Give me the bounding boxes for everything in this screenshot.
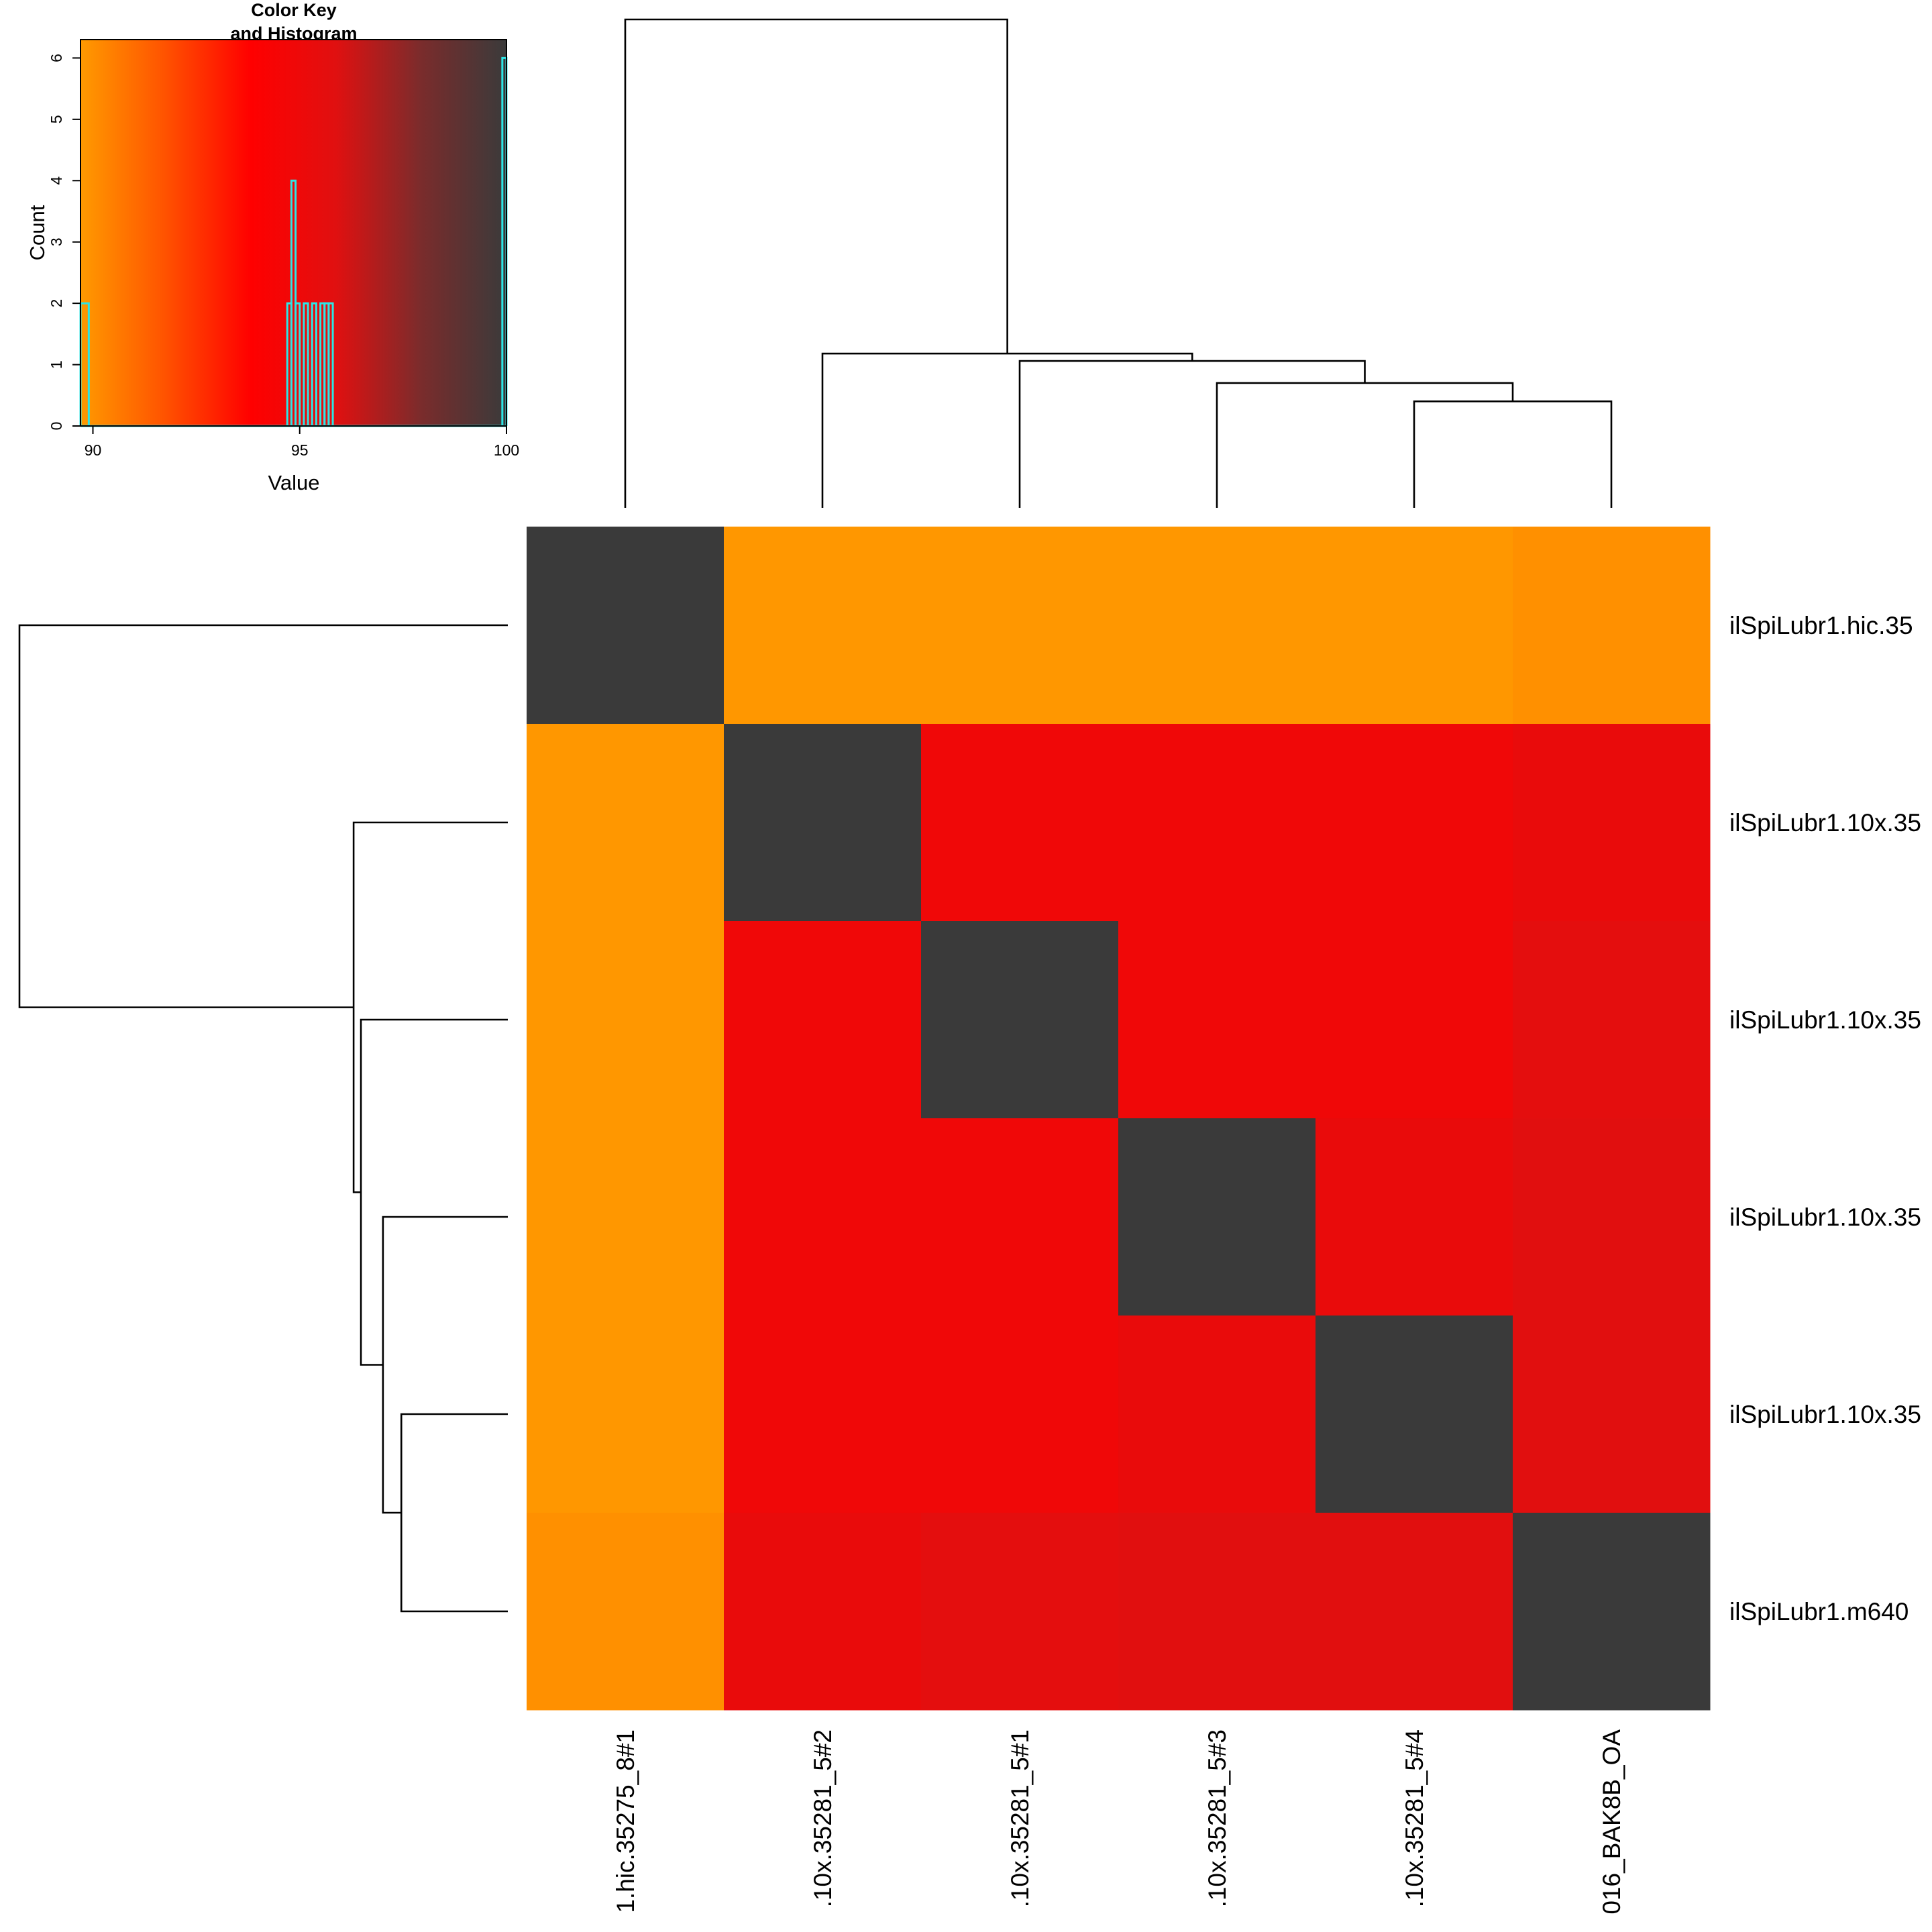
row-dendrogram-link-3 (360, 1018, 508, 1366)
histogram-bar-10 (327, 302, 334, 426)
y-tick-label: 4 (48, 176, 65, 185)
column-dendrogram-link-5 (624, 18, 1008, 508)
column-label-1: 1.hic.35275_8#1 (612, 1729, 639, 1913)
x-tick-label: 90 (85, 441, 102, 459)
heatmap-cell-r6-c2 (724, 1513, 922, 1711)
y-axis-title: Count (25, 205, 49, 260)
x-tick-label: 100 (494, 441, 519, 459)
heatmap-cell-r2-c4 (1118, 724, 1316, 922)
histogram-bar-7 (311, 302, 317, 426)
color-key-gradient (80, 40, 506, 426)
heatmap-cell-r5-c3 (921, 1316, 1119, 1513)
heatmap-cell-r5-c6 (1513, 1316, 1711, 1513)
y-tick-label: 1 (48, 360, 65, 369)
x-axis-title: Value (268, 471, 320, 494)
heatmap-cell-r3-c1 (527, 921, 724, 1119)
column-dendrogram (624, 18, 1613, 508)
color-key-title-line1: Color Key (251, 0, 337, 20)
heatmap-cell-r4-c2 (724, 1118, 922, 1316)
heatmap-cell-r4-c1 (527, 1118, 724, 1316)
row-label-6: ilSpiLubr1.m640 (1729, 1598, 1909, 1625)
row-label-5: ilSpiLubr1.10x.35 (1729, 1401, 1921, 1428)
row-dendrogram-link-1 (400, 1413, 508, 1613)
column-label-5: .10x.35281_5#4 (1401, 1729, 1428, 1907)
heatmap-cell-r6-c4 (1118, 1513, 1316, 1711)
column-label-2: .10x.35281_5#2 (809, 1729, 837, 1907)
heatmap-cell-r2-c2 (724, 724, 922, 922)
heatmap-cell-r1-c1 (527, 527, 724, 724)
color-key-y-ticks: 0 1 2 3 4 5 6 (48, 54, 81, 431)
histogram-bar-5 (303, 302, 309, 426)
heatmap-cell-r6-c1 (527, 1513, 724, 1711)
heatmap-cell-r2-c5 (1316, 724, 1513, 922)
color-key-x-ticks: 90 95 100 (85, 425, 519, 459)
x-tick-label: 95 (291, 441, 309, 459)
heatmap-cell-r6-c3 (921, 1513, 1119, 1711)
column-dendrogram-link-4 (821, 352, 1193, 508)
row-dendrogram-link-5 (18, 624, 508, 1008)
heatmap-cell-r5-c5 (1316, 1316, 1513, 1513)
heatmap-cell-r4-c5 (1316, 1118, 1513, 1316)
heatmap-cell-r1-c4 (1118, 527, 1316, 724)
row-label-2: ilSpiLubr1.10x.35 (1729, 809, 1921, 837)
heatmap-cell-r1-c2 (724, 527, 922, 724)
y-tick-label: 3 (48, 237, 65, 246)
column-labels: 1.hic.35275_8#1 .10x.35281_5#2 .10x.35281_… (612, 1729, 1625, 1915)
row-dendrogram-link-2 (382, 1216, 508, 1514)
heatmap-cells (527, 527, 1711, 1711)
column-dendrogram-link-3 (1018, 360, 1366, 508)
heatmap-cell-r2-c1 (527, 724, 724, 922)
heatmap-cell-r1-c6 (1513, 527, 1711, 724)
heatmap-cell-r3-c6 (1513, 921, 1711, 1119)
row-dendrogram (18, 624, 508, 1613)
histogram-bar-3 (294, 302, 301, 426)
row-dendrogram-link-4 (352, 821, 508, 1193)
heatmap-cell-r3-c5 (1316, 921, 1513, 1119)
heatmap-cell-r2-c3 (921, 724, 1119, 922)
heatmap-cell-r1-c5 (1316, 527, 1513, 724)
heatmap-cell-r6-c5 (1316, 1513, 1513, 1711)
y-tick-label: 6 (48, 54, 65, 62)
heatmap-cell-r3-c2 (724, 921, 922, 1119)
row-label-4: ilSpiLubr1.10x.35 (1729, 1203, 1921, 1231)
y-tick-label: 2 (48, 299, 65, 308)
row-label-1: ilSpiLubr1.hic.35 (1729, 612, 1913, 639)
row-label-3: ilSpiLubr1.10x.35 (1729, 1006, 1921, 1034)
heatmap-cell-r1-c3 (921, 527, 1119, 724)
heatmap-cell-r4-c3 (921, 1118, 1119, 1316)
column-label-6: 016_BAK8B_OA (1598, 1729, 1625, 1915)
heatmap-cell-r5-c1 (527, 1316, 724, 1513)
color-key: Color Key and Histogram 90 95 100 0123456 … (25, 0, 519, 494)
heatmap-cell-r4-c6 (1513, 1118, 1711, 1316)
heatmap-cell-r6-c6 (1513, 1513, 1711, 1711)
column-dendrogram-link-1 (1413, 400, 1613, 508)
heatmap-cell-r5-c2 (724, 1316, 922, 1513)
column-dendrogram-link-2 (1216, 382, 1514, 508)
y-tick-label: 0 (48, 422, 65, 431)
y-tick-label: 5 (48, 115, 65, 123)
row-labels: ilSpiLubr1.hic.35 ilSpiLubr1.10x.35 ilSpiL… (1729, 612, 1921, 1625)
column-label-3: .10x.35281_5#1 (1006, 1729, 1034, 1907)
column-label-4: .10x.35281_5#3 (1203, 1729, 1231, 1907)
heatmap-cell-r3-c4 (1118, 921, 1316, 1119)
heatmap-cell-r4-c4 (1118, 1118, 1316, 1316)
heatmap-cell-r2-c6 (1513, 724, 1711, 922)
heatmap-cell-r5-c4 (1118, 1316, 1316, 1513)
heatmap-cell-r3-c3 (921, 921, 1119, 1119)
